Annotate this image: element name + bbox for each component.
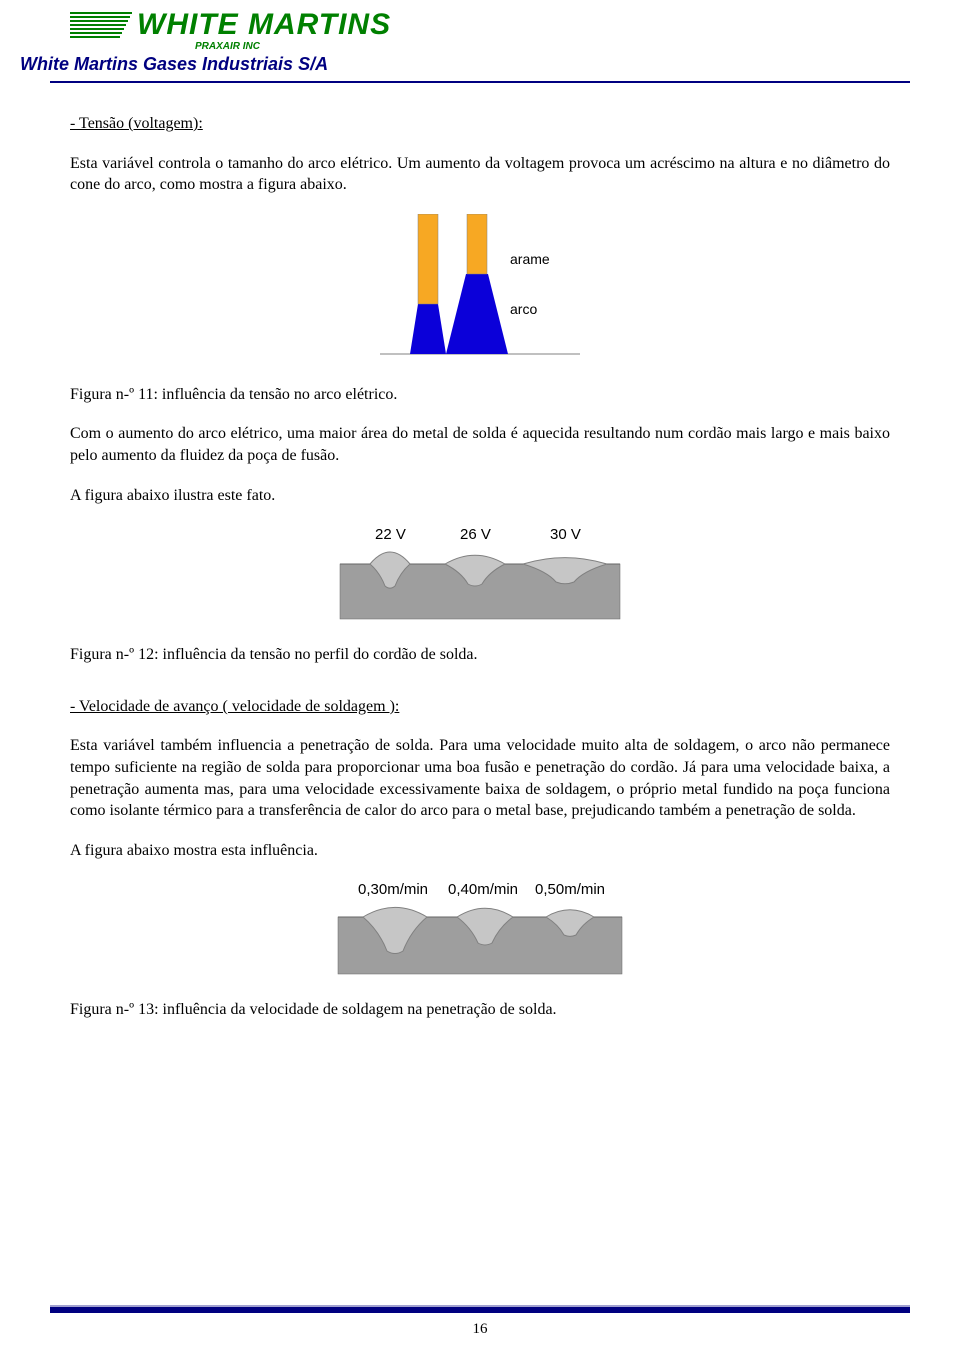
figure-3: 0,30m/min 0,40m/min 0,50m/min	[70, 879, 890, 979]
figure-1: arame arco	[70, 214, 890, 364]
section-3-heading: - Velocidade de avanço ( velocidade de s…	[70, 696, 890, 718]
svg-text:arame: arame	[510, 251, 550, 267]
svg-text:22 V: 22 V	[375, 526, 406, 543]
page-number: 16	[0, 1321, 960, 1338]
section-2-p2: A figura abaixo ilustra este fato.	[70, 485, 890, 507]
content: - Tensão (voltagem): Esta variável contr…	[70, 113, 890, 1021]
svg-text:arco: arco	[510, 301, 537, 317]
weld-profile-voltage-diagram: 22 V 26 V 30 V	[335, 524, 625, 624]
figure-1-caption: Figura n-º 11: influência da tensão no a…	[70, 384, 890, 406]
footer-bar	[50, 1307, 910, 1313]
section-2-p1: Com o aumento do arco elétrico, uma maio…	[70, 423, 890, 466]
svg-text:30 V: 30 V	[550, 526, 581, 543]
section-1-p1: Esta variável controla o tamanho do arco…	[70, 153, 890, 196]
section-3-p1: Esta variável também influencia a penetr…	[70, 735, 890, 821]
svg-text:0,40m/min: 0,40m/min	[448, 881, 518, 898]
logo-brand-text: WHITE MARTINS	[137, 10, 391, 40]
weld-profile-speed-diagram: 0,30m/min 0,40m/min 0,50m/min	[330, 879, 630, 979]
svg-text:0,50m/min: 0,50m/min	[535, 881, 605, 898]
logo-bars-icon	[70, 12, 132, 38]
section-3-p2: A figura abaixo mostra esta influência.	[70, 840, 890, 862]
page: WHITE MARTINS PRAXAIR INC White Martins …	[0, 0, 960, 1079]
company-name: White Martins Gases Industriais S/A	[20, 54, 890, 75]
arc-wire-diagram: arame arco	[380, 214, 580, 364]
svg-text:0,30m/min: 0,30m/min	[358, 881, 428, 898]
header-divider	[50, 81, 910, 83]
logo: WHITE MARTINS	[70, 10, 890, 40]
figure-2-caption: Figura n-º 12: influência da tensão no p…	[70, 644, 890, 666]
tagline: PRAXAIR INC	[70, 41, 890, 52]
svg-text:26 V: 26 V	[460, 526, 491, 543]
section-1-heading: - Tensão (voltagem):	[70, 113, 890, 135]
figure-2: 22 V 26 V 30 V	[70, 524, 890, 624]
figure-3-caption: Figura n-º 13: influência da velocidade …	[70, 999, 890, 1021]
header: WHITE MARTINS PRAXAIR INC White Martins …	[70, 10, 890, 83]
